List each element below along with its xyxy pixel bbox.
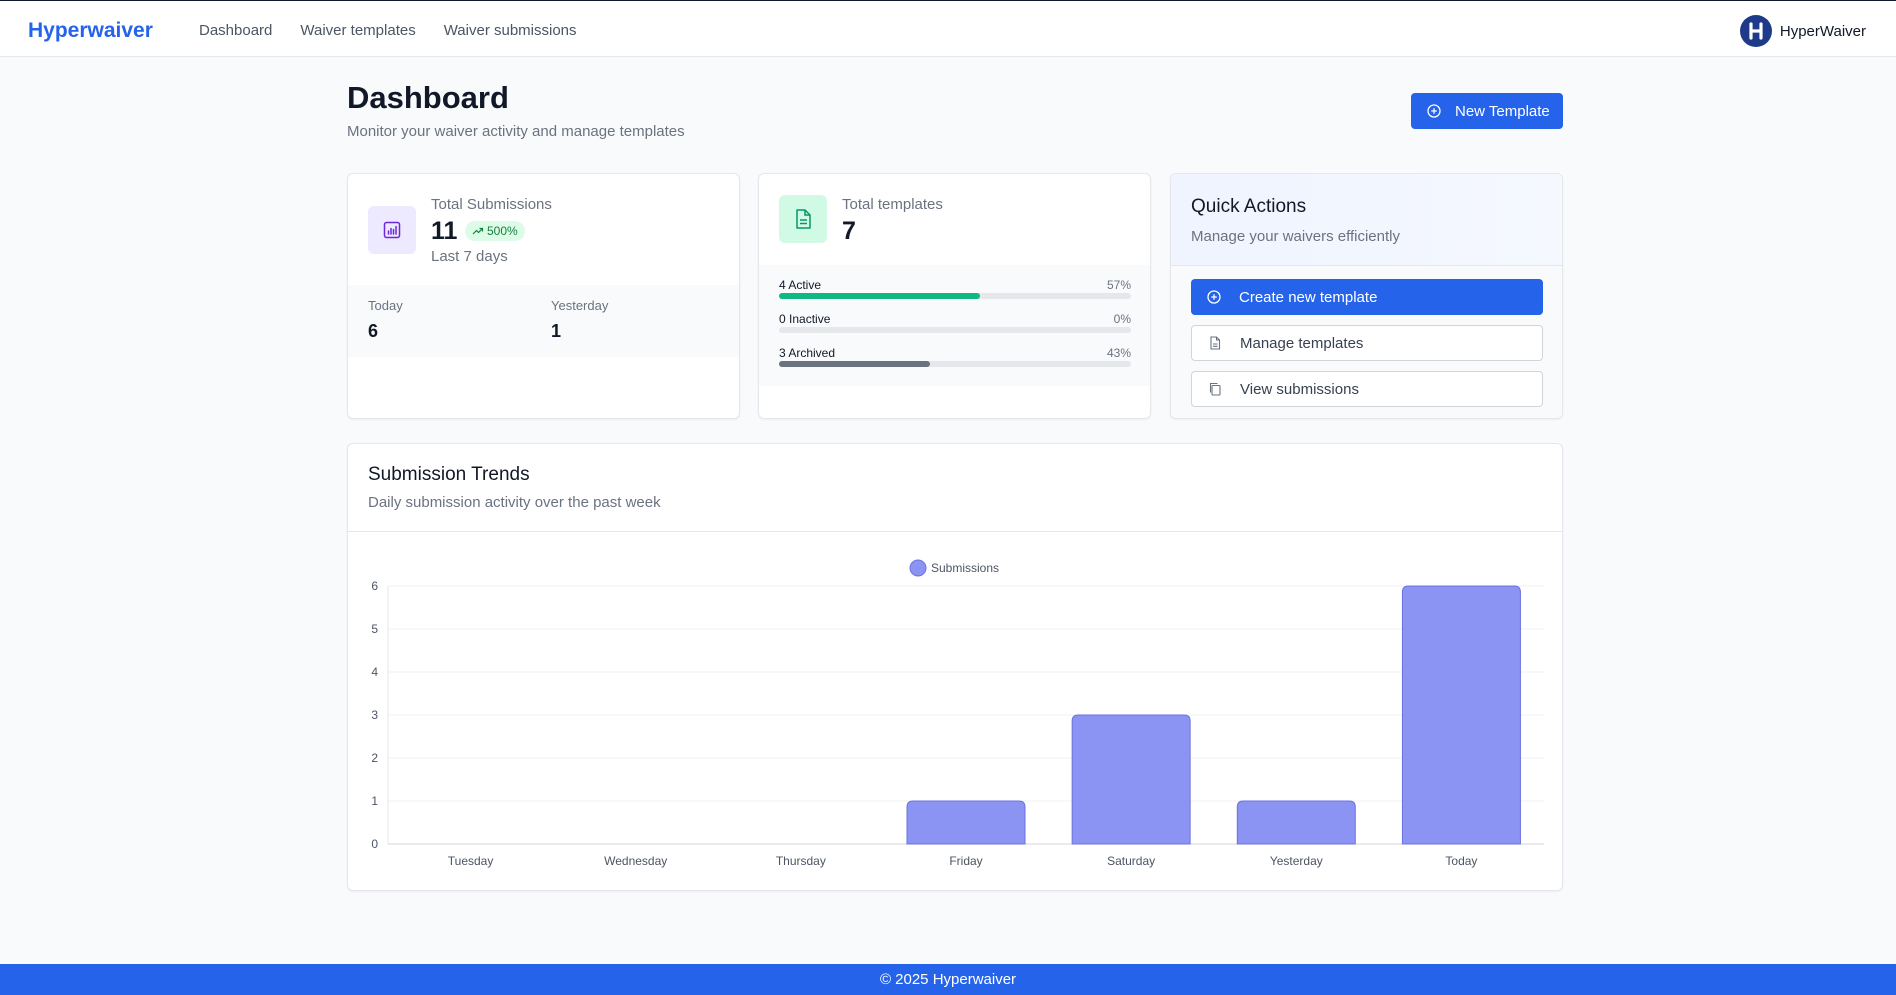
progress-fill [779,293,980,299]
progress-fill [779,361,931,367]
submission-trends-card: Submission Trends Daily submission activ… [347,443,1563,891]
status-label: 0 Inactive [779,312,831,326]
status-row-archived: 3 Archived 43% [779,346,1131,367]
x-tick-label: Tuesday [448,854,494,868]
submission-trends-chart: Submissions 0 1 2 3 4 5 6 Tuesday Wednesday Thursd… [371,559,1544,868]
footer-copyright: © 2025 Hyperwaiver [879,971,1017,988]
today-value: 6 [368,321,379,341]
bar-saturday [1071,714,1191,845]
templates-label: Total templates [842,196,943,213]
document-icon [796,209,811,229]
status-percent: 57% [1106,278,1131,292]
plus-circle-icon [1207,290,1221,304]
status-percent: 43% [1106,346,1131,360]
nav-waiver-templates[interactable]: Waiver templates [300,22,416,39]
submissions-change: 500% [487,224,518,238]
x-tick-label: Friday [949,854,982,868]
x-tick-label: Wednesday [604,854,667,868]
brand-logo[interactable]: Hyperwaiver [28,19,153,42]
yesterday-label: Yesterday [551,298,609,313]
templates-icon-box [779,195,827,243]
y-tick-label: 2 [371,751,378,765]
new-template-label: New Template [1455,102,1550,120]
x-tick-label: Today [1445,854,1477,868]
create-template-label: Create new template [1239,288,1378,306]
quick-actions-header: Quick Actions Manage your waivers effici… [1171,174,1562,266]
nav-dashboard[interactable]: Dashboard [199,22,273,39]
new-template-button[interactable]: New Template [1411,93,1563,129]
y-tick-label: 1 [371,794,378,808]
quick-actions-subtitle: Manage your waivers efficiently [1191,228,1400,245]
submissions-breakdown: Today 6 Yesterday 1 [348,285,739,357]
quick-actions-title: Quick Actions [1191,196,1307,217]
hyperwaiver-logo-icon [1749,22,1763,40]
y-tick-label: 3 [371,708,378,722]
copy-icon [1209,382,1221,396]
trends-subtitle: Daily submission activity over the past … [368,494,661,511]
y-tick-label: 0 [371,837,378,851]
bar-today [1401,585,1521,845]
page-subtitle: Monitor your waiver activity and manage … [347,123,685,140]
trending-up-icon [472,227,484,235]
footer: © 2025 Hyperwaiver [0,964,1896,995]
plus-circle-icon [1427,104,1441,118]
templates-status-breakdown: 4 Active 57% 0 Inactive 0% 3 Archived 43… [759,265,1150,386]
quick-actions-card: Quick Actions Manage your waivers effici… [1170,173,1563,419]
submissions-label: Total Submissions [431,196,552,213]
bar-friday [906,800,1026,845]
templates-value: 7 [842,217,856,245]
view-submissions-button[interactable]: View submissions [1191,371,1543,407]
status-percent: 0% [1113,312,1131,326]
quick-actions-body: Create new template Manage templates Vie… [1171,266,1562,418]
submissions-card: Total Submissions 11 500% Last 7 days To… [347,173,740,419]
file-icon [1210,336,1221,350]
submissions-change-badge: 500% [465,221,525,241]
status-row-active: 4 Active 57% [779,278,1131,299]
status-label: 3 Archived [779,346,836,360]
page-title: Dashboard [347,80,509,115]
today-label: Today [368,298,403,313]
progress-track [779,293,1131,299]
progress-track [779,327,1131,333]
x-tick-label: Thursday [776,854,826,868]
legend-label: Submissions [931,561,999,575]
submissions-icon-box [368,206,416,254]
view-submissions-label: View submissions [1240,380,1359,398]
y-tick-label: 6 [371,579,378,593]
manage-templates-label: Manage templates [1240,334,1364,352]
top-navbar: Hyperwaiver Dashboard Waiver templates W… [0,0,1896,57]
main-nav: Dashboard Waiver templates Waiver submis… [199,22,577,39]
bar-yesterday [1236,800,1356,845]
nav-waiver-submissions[interactable]: Waiver submissions [443,22,577,39]
x-tick-label: Saturday [1107,854,1155,868]
bar-chart-icon [383,221,401,239]
trends-title: Submission Trends [368,464,530,485]
submissions-value: 11 [431,217,458,245]
account-menu[interactable]: HyperWaiver [1739,15,1866,47]
submissions-period: Last 7 days [431,248,508,265]
manage-templates-button[interactable]: Manage templates [1191,325,1543,361]
account-name: HyperWaiver [1779,22,1866,40]
status-label: 4 Active [779,278,822,292]
legend-swatch [909,559,927,577]
yesterday-value: 1 [551,321,562,341]
account-avatar [1739,15,1772,47]
y-tick-label: 4 [371,665,378,679]
create-template-button[interactable]: Create new template [1191,279,1543,315]
y-tick-label: 5 [371,622,378,636]
templates-card: Total templates 7 4 Active 57% 0 Inactiv… [758,173,1151,419]
progress-track [779,361,1131,367]
trends-divider [348,531,1562,532]
x-tick-label: Yesterday [1270,854,1323,868]
status-row-inactive: 0 Inactive 0% [779,312,1131,333]
